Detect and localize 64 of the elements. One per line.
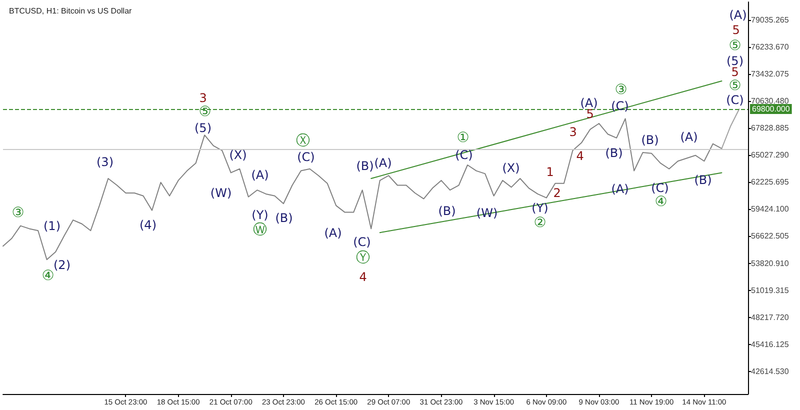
y-tick-label: 59424.100	[751, 204, 790, 214]
annotation: (X)	[229, 148, 247, 162]
annotation: 5	[732, 23, 740, 37]
y-tick-label: 70630.480	[751, 96, 790, 106]
annotation: 5	[731, 65, 739, 79]
annotation: (Y)	[532, 201, 548, 215]
annotation: (A)	[680, 130, 698, 144]
annotation: (W)	[210, 186, 232, 200]
annotation: (B)	[275, 211, 293, 225]
y-tick-label: 56622.505	[751, 232, 790, 241]
annotation: Ⓧ	[296, 133, 310, 149]
annotation: Ⓨ	[356, 250, 370, 266]
annotation: (X)	[502, 161, 520, 175]
annotation: (A)	[729, 8, 747, 22]
annotation: 5	[586, 107, 594, 121]
annotation: (C)	[353, 235, 371, 249]
annotation: ④	[654, 194, 668, 210]
annotation: ⑤	[728, 78, 742, 94]
y-tick-label: 53820.910	[751, 258, 790, 268]
annotation: (5)	[726, 54, 744, 68]
y-tick-label: 67828.885	[751, 124, 790, 133]
annotation: (B)	[641, 133, 659, 147]
annotation: ④	[42, 268, 54, 284]
annotation: 4	[359, 270, 367, 284]
annotation: ③	[12, 205, 24, 221]
y-tick-label: 51019.315	[751, 286, 790, 295]
ref-line-label: 69800.000	[752, 104, 790, 114]
y-tick-label: 48217.720	[751, 312, 790, 322]
annotation: (B)	[438, 204, 456, 218]
annotation: (5)	[194, 121, 212, 135]
annotation: (C)	[297, 150, 315, 164]
y-tick-label: 42614.530	[751, 366, 790, 376]
annotation: Ⓦ	[253, 222, 267, 238]
y-tick-label: 79035.265	[751, 15, 790, 24]
annotation: ①	[456, 130, 470, 146]
annotation: (A)	[374, 156, 392, 170]
annotation: (A)	[324, 226, 342, 240]
annotation: (A)	[580, 96, 598, 110]
annotation: (B)	[356, 159, 374, 173]
annotation: (3)	[96, 155, 114, 169]
y-tick-label: 45416.125	[751, 340, 790, 349]
annotation: 3	[199, 91, 207, 105]
annotation: (C)	[651, 181, 669, 195]
annotation: 1	[546, 165, 554, 179]
y-tick-label: 76233.670	[751, 42, 790, 52]
annotation: (C)	[455, 148, 473, 162]
annotation: 4	[576, 149, 584, 163]
y-tick-label: 65027.290	[751, 150, 790, 160]
annotation: 2	[553, 186, 561, 200]
y-tick-label: 73432.075	[751, 69, 790, 78]
text: BTCUSD, H1: Bitcoin vs US Dollar	[9, 6, 132, 16]
annotation: (2)	[54, 258, 70, 272]
annotation: 3	[569, 125, 577, 139]
annotation: (A)	[251, 168, 269, 182]
annotation: ②	[534, 215, 546, 231]
annotation: ⑤	[728, 38, 742, 54]
annotation: (B)	[605, 146, 623, 160]
annotation: (Y)	[252, 208, 268, 222]
annotation: (B)	[694, 173, 712, 187]
annotation: (1)	[44, 219, 60, 233]
annotation: (C)	[726, 93, 744, 107]
y-tick-label: 62225.695	[751, 178, 790, 187]
annotation: (4)	[140, 218, 156, 232]
annotation: ③	[614, 82, 628, 98]
